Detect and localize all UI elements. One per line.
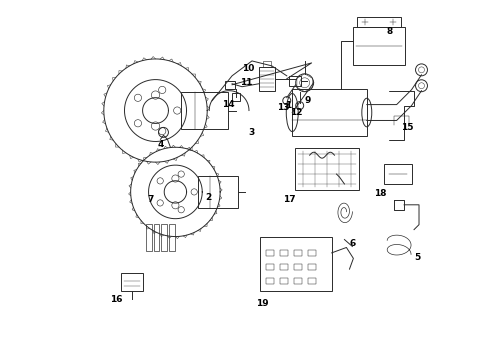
Bar bbox=[260, 237, 332, 291]
Bar bbox=[294, 264, 302, 270]
Text: 10: 10 bbox=[242, 64, 254, 73]
Text: 17: 17 bbox=[283, 195, 296, 204]
Bar bbox=[266, 264, 274, 270]
Text: 8: 8 bbox=[386, 27, 392, 36]
Text: 15: 15 bbox=[401, 123, 414, 132]
Text: 14: 14 bbox=[222, 100, 234, 109]
Text: 7: 7 bbox=[147, 195, 154, 204]
Bar bbox=[353, 27, 405, 65]
Bar bbox=[266, 251, 274, 256]
Text: 3: 3 bbox=[249, 128, 255, 137]
Bar bbox=[357, 17, 401, 27]
Bar bbox=[289, 76, 301, 86]
Bar bbox=[121, 273, 143, 291]
Text: 2: 2 bbox=[205, 193, 211, 202]
Bar bbox=[294, 251, 302, 256]
Text: 19: 19 bbox=[256, 298, 268, 307]
Bar bbox=[308, 251, 316, 256]
Bar bbox=[308, 264, 316, 270]
Bar bbox=[384, 164, 412, 184]
Text: 1: 1 bbox=[285, 101, 291, 110]
Bar bbox=[232, 93, 240, 100]
Bar bbox=[308, 278, 316, 284]
Text: 5: 5 bbox=[414, 253, 420, 262]
Bar bbox=[198, 176, 238, 207]
Bar bbox=[280, 251, 288, 256]
Bar bbox=[225, 81, 235, 89]
Bar bbox=[181, 93, 228, 129]
Text: 16: 16 bbox=[110, 294, 123, 303]
Bar bbox=[266, 278, 274, 284]
Text: 18: 18 bbox=[374, 189, 387, 198]
Bar bbox=[162, 224, 168, 251]
Bar bbox=[153, 224, 159, 251]
Bar bbox=[259, 67, 275, 91]
Bar bbox=[294, 148, 359, 190]
Bar bbox=[294, 278, 302, 284]
Bar bbox=[280, 278, 288, 284]
Bar bbox=[170, 224, 175, 251]
Text: 12: 12 bbox=[291, 108, 303, 117]
Bar bbox=[280, 264, 288, 270]
Text: 9: 9 bbox=[304, 96, 311, 105]
Text: 4: 4 bbox=[157, 140, 164, 149]
Bar bbox=[146, 224, 151, 251]
Text: 13: 13 bbox=[276, 103, 289, 112]
Text: 6: 6 bbox=[349, 239, 356, 248]
Text: 11: 11 bbox=[240, 78, 252, 87]
Bar bbox=[292, 89, 367, 136]
